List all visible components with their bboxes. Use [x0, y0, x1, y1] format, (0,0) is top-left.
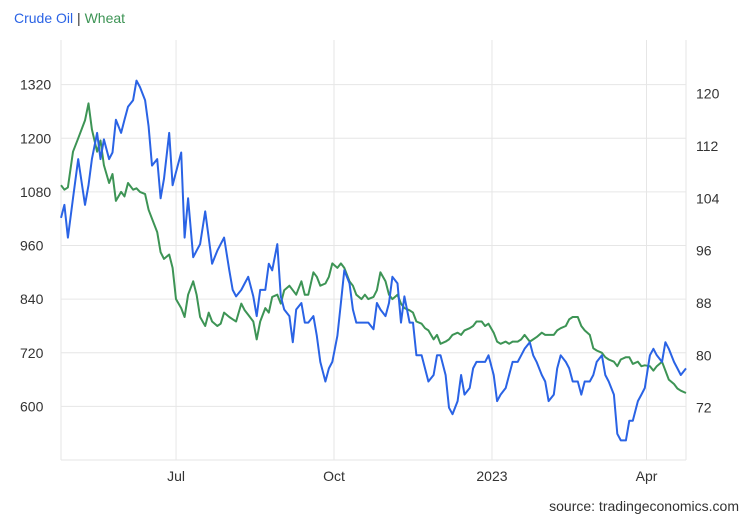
legend-wheat[interactable]: Wheat — [84, 10, 126, 26]
left-axis-tick-label: 720 — [20, 345, 44, 361]
legend-crude-oil[interactable]: Crude Oil — [14, 10, 74, 26]
x-axis-tick-label: Oct — [323, 468, 345, 484]
tick-label-layer: 600 720 840 960 1080 1200 1320 72 80 88 96 104 112 12… — [20, 77, 720, 484]
right-axis-tick-label: 80 — [696, 347, 712, 363]
x-axis-tick-label: Apr — [636, 468, 658, 484]
crude-oil-series-line[interactable] — [60, 79, 687, 442]
right-axis-tick-label: 112 — [696, 138, 719, 154]
right-axis-tick-label: 120 — [696, 86, 720, 102]
right-axis-tick-label: 96 — [696, 243, 712, 259]
x-axis-tick-label: Jul — [167, 468, 185, 484]
wheat-series-line[interactable] — [60, 102, 687, 394]
left-axis-tick-label: 1320 — [20, 77, 51, 93]
left-axis-tick-label: 600 — [20, 398, 44, 414]
left-axis-tick-label: 960 — [20, 238, 44, 254]
right-axis-tick-label: 88 — [696, 295, 712, 311]
source-credit[interactable]: source: tradingeconomics.com — [549, 498, 739, 514]
right-axis-tick-label: 104 — [696, 190, 720, 206]
series-layer — [60, 79, 687, 442]
right-axis-tick-label: 72 — [696, 400, 712, 416]
left-axis-tick-label: 1200 — [20, 130, 51, 146]
chart-legend: Crude Oil | Wheat — [14, 10, 125, 26]
grid-layer — [60, 40, 687, 461]
left-axis-tick-label: 840 — [20, 291, 44, 307]
left-axis-tick-label: 1080 — [20, 184, 51, 200]
legend-separator: | — [73, 10, 85, 26]
x-axis-tick-label: 2023 — [476, 468, 507, 484]
